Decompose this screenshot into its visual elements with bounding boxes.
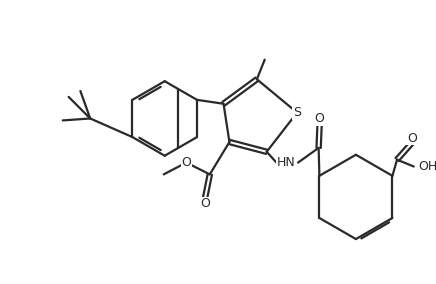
Text: O: O (407, 131, 417, 145)
Text: HN: HN (277, 156, 296, 169)
Text: O: O (200, 197, 210, 210)
Text: OH: OH (418, 160, 436, 173)
Text: O: O (181, 156, 191, 169)
Text: S: S (293, 106, 301, 119)
Text: O: O (315, 112, 324, 125)
